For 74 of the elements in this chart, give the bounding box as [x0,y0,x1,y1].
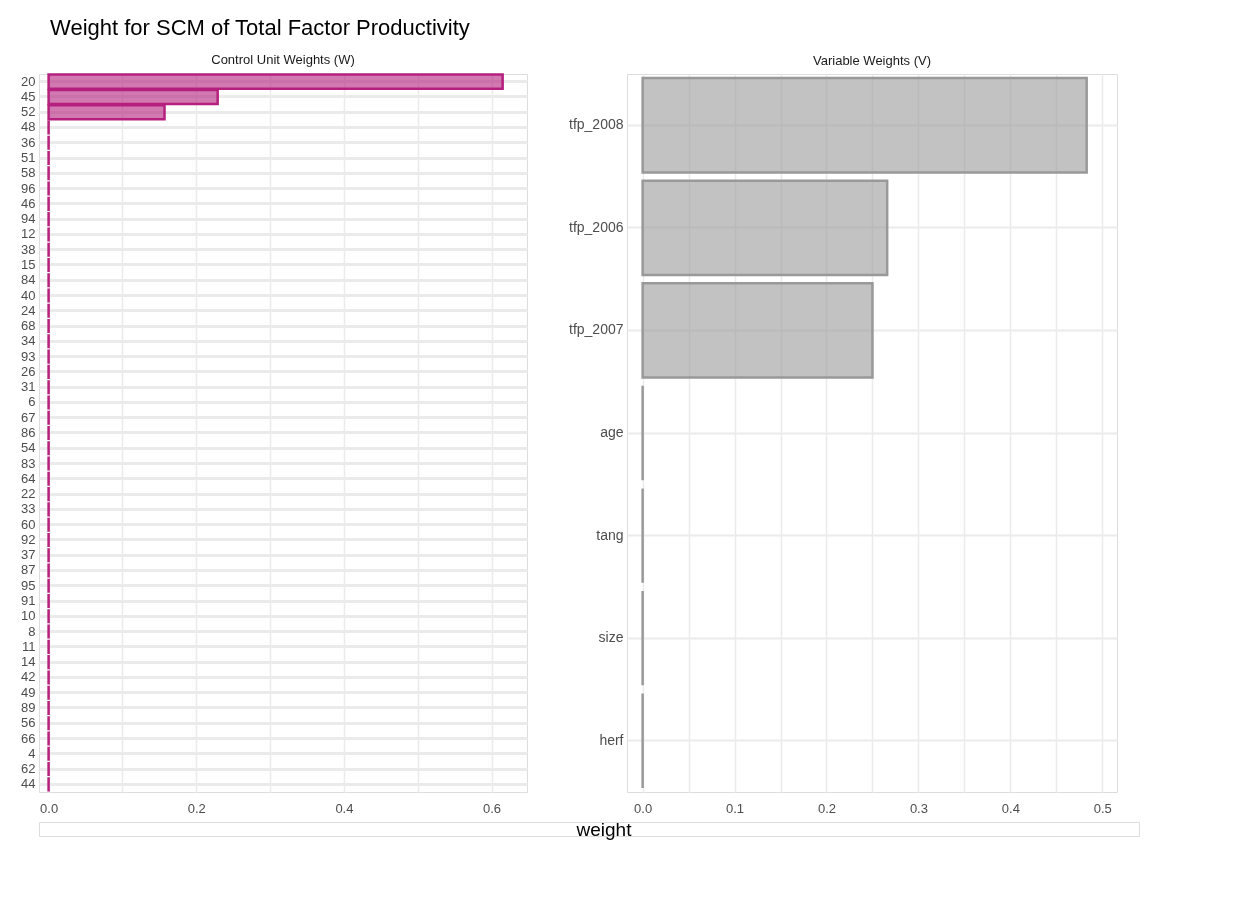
bar [47,103,166,121]
y-tick-label: 92 [21,531,36,547]
x-tick-label: 0.0 [40,800,59,816]
y-tick-label: 44 [21,776,36,792]
y-tick-label: 52 [21,104,36,120]
x-tick-label: 0.1 [726,800,745,816]
y-tick-label: 10 [21,608,36,624]
y-tick-label: 96 [21,180,36,196]
y-tick-label: tfp_2007 [569,321,624,338]
bar [47,88,219,106]
x-tick-label: 0.6 [483,800,502,816]
y-tick-label: 4 [28,745,36,761]
y-tick-label: 46 [21,195,36,211]
y-tick-label: 93 [21,348,36,364]
y-tick-label: 6 [28,394,36,410]
y-tick-label: 60 [21,516,36,532]
y-tick-label: 91 [21,593,36,609]
y-tick-label: 31 [21,379,36,395]
y-tick-label: 40 [21,287,36,303]
y-tick-label: 56 [21,715,36,731]
chart-subtitle: Variable Weights (V) [812,53,932,68]
y-tick-label: 49 [21,684,36,700]
y-tick-label: 62 [21,761,36,777]
x-tick-label: 0.2 [187,800,206,816]
y-tick-label: 38 [21,241,36,257]
y-tick-label: 48 [21,119,36,135]
x-tick-label: 0.5 [1093,800,1112,816]
y-tick-label: tang [596,526,624,543]
y-tick-label: 89 [21,699,36,715]
y-tick-label: 64 [21,470,36,486]
y-tick-label: 14 [21,654,36,670]
y-tick-label: tfp_2006 [569,218,624,235]
y-tick-label: 84 [21,272,36,288]
y-tick-label: 95 [21,577,36,593]
y-tick-label: 37 [21,547,36,563]
y-tick-label: size [598,629,624,646]
y-tick-label: 58 [21,165,36,181]
chart-title: Weight for SCM of Total Factor Productivity [50,14,470,40]
x-tick-label: 0.4 [335,800,354,816]
y-tick-label: 34 [21,333,36,349]
y-tick-label: 26 [21,363,36,379]
y-tick-label: 42 [21,669,36,685]
y-tick-label: 20 [21,73,36,89]
y-tick-label: 33 [21,501,36,517]
y-tick-label: 66 [21,730,36,746]
y-tick-label: 45 [21,88,36,104]
y-tick-label: 12 [21,226,36,242]
bar [47,73,504,90]
y-tick-label: 51 [21,150,36,166]
y-tick-label: tfp_2008 [569,116,624,133]
y-tick-label: 54 [21,440,36,456]
y-tick-label: 68 [21,318,36,334]
bar [641,76,1088,174]
x-tick-label: 0.3 [909,800,928,816]
y-tick-label: 36 [21,134,36,150]
y-tick-label: 11 [22,638,36,654]
x-tick-label: 0.0 [634,800,653,816]
bar [641,179,889,277]
y-tick-label: 67 [21,409,36,425]
y-tick-label: 87 [21,562,36,578]
x-tick-label: 0.4 [1001,800,1020,816]
y-tick-label: 15 [21,256,36,272]
y-tick-label: 94 [21,211,36,227]
x-axis-title: weight [575,819,633,840]
y-tick-label: age [600,424,624,440]
y-tick-label: herf [599,731,624,748]
y-tick-label: 86 [21,425,36,440]
y-tick-label: 22 [21,486,36,502]
y-tick-label: 24 [21,302,36,318]
bar [641,282,874,379]
chart-subtitle: Control Unit Weights (W) [211,52,355,68]
x-tick-label: 0.2 [817,800,837,816]
y-tick-label: 83 [21,455,36,471]
y-tick-label: 8 [28,623,36,639]
